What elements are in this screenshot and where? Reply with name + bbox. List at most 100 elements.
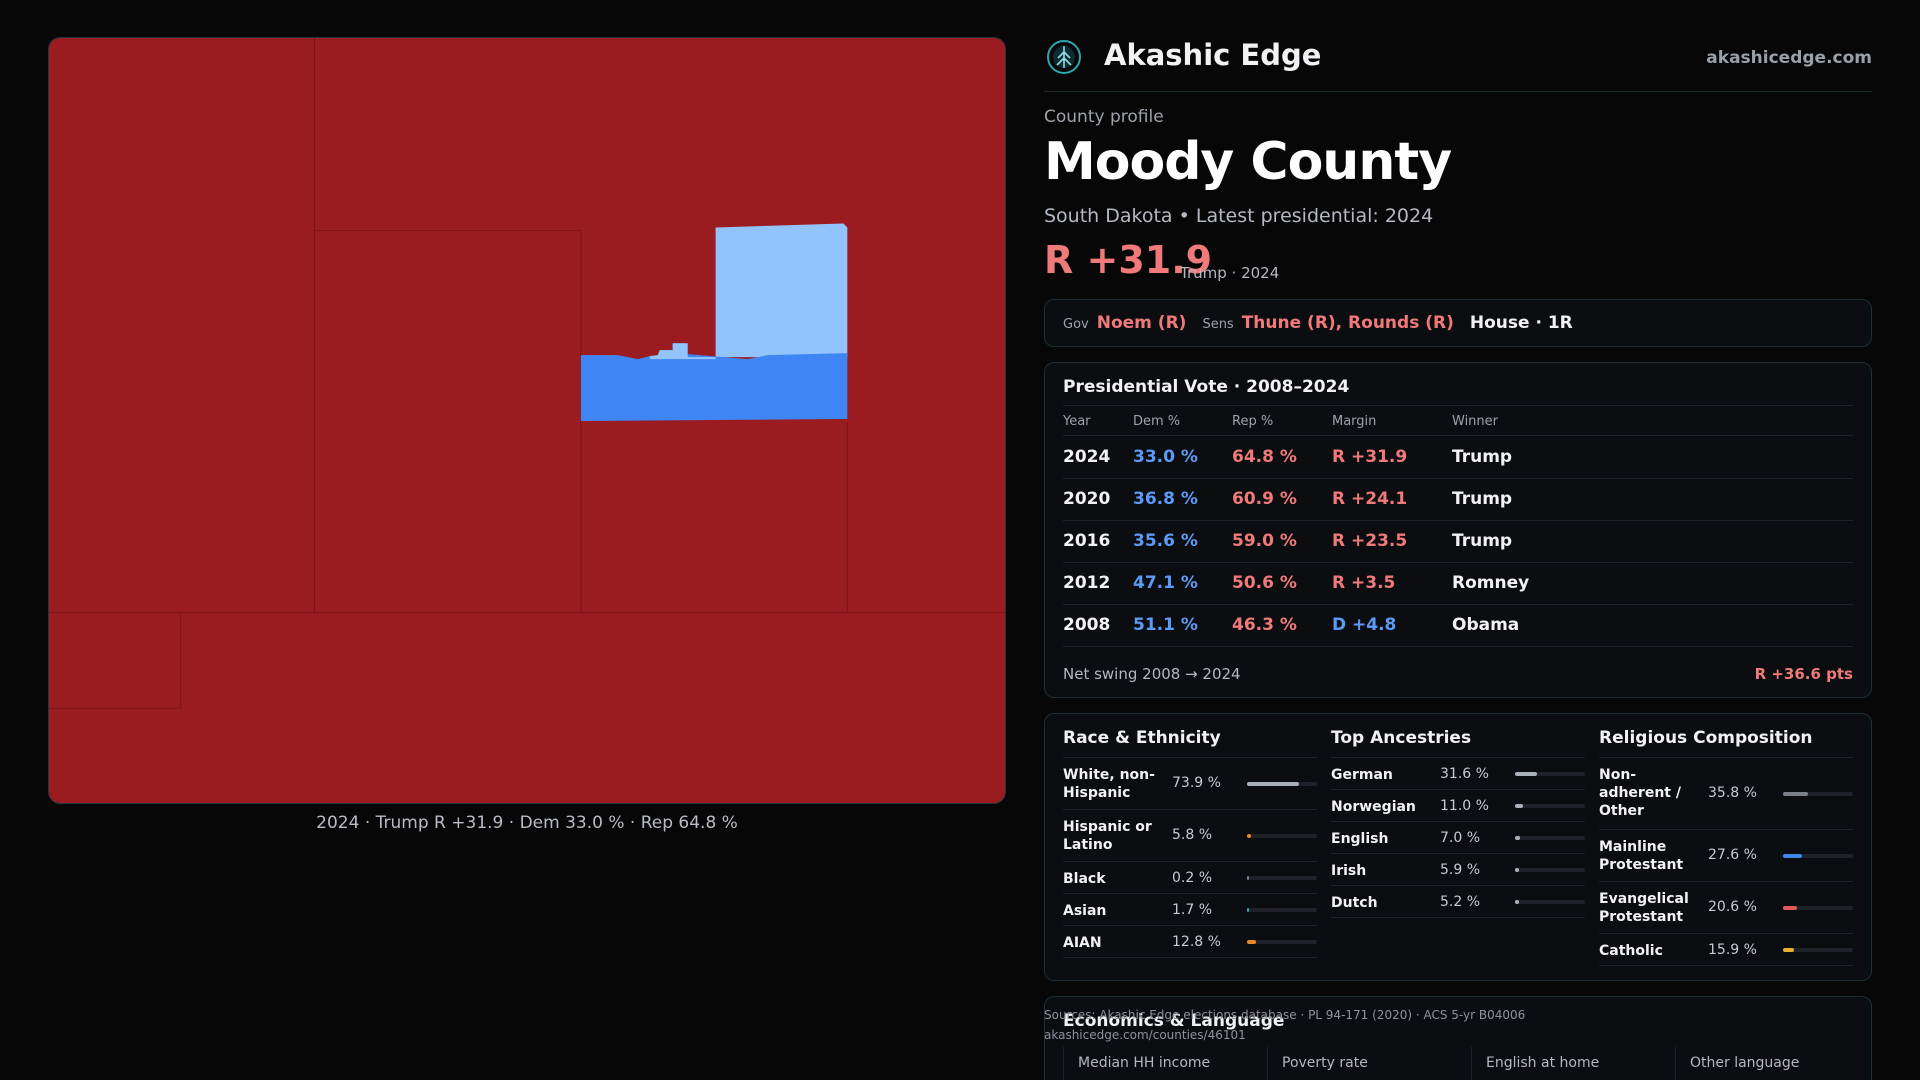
list-item: Non-adherent / Other 35.8 % xyxy=(1599,758,1853,830)
race-title: Race & Ethnicity xyxy=(1063,728,1317,758)
precinct-dem-light[interactable] xyxy=(715,223,848,358)
cell-rep-pct: 59.0 % xyxy=(1232,531,1297,551)
list-item: Mainline Protestant 27.6 % xyxy=(1599,830,1853,882)
county-map[interactable] xyxy=(48,37,1006,804)
sources-footnote: Sources: Akashic Edge elections database… xyxy=(1044,1005,1525,1045)
cell-winner: Romney xyxy=(1452,573,1530,593)
table-row: 2024 33.0 % 64.8 % R +31.9 Trump xyxy=(1063,437,1853,479)
demo-value: 5.9 % xyxy=(1440,862,1481,878)
demo-value: 73.9 % xyxy=(1172,775,1221,791)
religion-column: Religious Composition Non-adherent / Oth… xyxy=(1599,728,1853,966)
cell-winner: Trump xyxy=(1452,447,1513,467)
cell-year: 2008 xyxy=(1063,615,1111,635)
demographics-card: Race & Ethnicity White, non-Hispanic 73.9… xyxy=(1044,713,1872,981)
economics-card: Economics & Language Median HH income Po… xyxy=(1044,996,1872,1080)
demo-label: German xyxy=(1331,767,1393,783)
demo-bar-track xyxy=(1515,772,1585,776)
sources-line: Sources: Akashic Edge elections database… xyxy=(1044,1008,1526,1022)
cell-year: 2020 xyxy=(1063,489,1111,509)
demo-value: 0.2 % xyxy=(1172,870,1213,886)
cell-year: 2012 xyxy=(1063,573,1111,593)
county-map-svg[interactable] xyxy=(49,38,1005,803)
demo-bar-track xyxy=(1247,940,1317,944)
col-winner-header: Winner xyxy=(1452,414,1499,429)
cell-margin: R +24.1 xyxy=(1332,489,1408,509)
demo-bar-track xyxy=(1515,836,1585,840)
page-subtitle: South Dakota • Latest presidential: 2024 xyxy=(1044,205,1434,227)
list-item: Norwegian 11.0 % xyxy=(1331,790,1585,822)
list-item: Black 0.2 % xyxy=(1063,862,1317,894)
net-swing-label: Net swing 2008 → 2024 xyxy=(1063,665,1241,683)
brand-name[interactable]: Akashic Edge xyxy=(1104,38,1322,72)
demo-bar-fill xyxy=(1515,804,1523,808)
latest-margin: R +31.9 xyxy=(1044,238,1213,282)
precinct-dem-strong[interactable] xyxy=(580,343,848,421)
latest-margin-note: Trump · 2024 xyxy=(1180,264,1280,282)
list-item: Catholic 15.9 % xyxy=(1599,934,1853,966)
demo-value: 12.8 % xyxy=(1172,934,1221,950)
economics-title: Economics & Language xyxy=(1063,1011,1285,1031)
demo-bar-fill xyxy=(1247,940,1256,944)
demo-bar-fill xyxy=(1515,900,1519,904)
presidential-title: Presidential Vote · 2008–2024 xyxy=(1063,377,1350,397)
tree-globe-icon[interactable] xyxy=(1045,38,1083,76)
econ-english-home: English at home xyxy=(1471,1047,1671,1080)
demo-bar-fill xyxy=(1515,836,1520,840)
list-item: Hispanic or Latino 5.8 % xyxy=(1063,810,1317,862)
demo-bar-fill xyxy=(1247,876,1249,880)
demo-bar-fill xyxy=(1247,908,1249,912)
race-column: Race & Ethnicity White, non-Hispanic 73.9… xyxy=(1063,728,1317,958)
demo-bar-fill xyxy=(1247,834,1252,838)
table-row: 2016 35.6 % 59.0 % R +23.5 Trump xyxy=(1063,521,1853,563)
cell-winner: Trump xyxy=(1452,531,1513,551)
house-value: House · 1R xyxy=(1469,313,1573,333)
list-item: Dutch 5.2 % xyxy=(1331,886,1585,918)
sens-label: Sens xyxy=(1202,317,1234,332)
demo-value: 5.2 % xyxy=(1440,894,1481,910)
cell-dem-pct: 51.1 % xyxy=(1133,615,1198,635)
ancestry-title: Top Ancestries xyxy=(1331,728,1585,758)
demo-bar-track xyxy=(1247,908,1317,912)
demo-bar-fill xyxy=(1247,782,1299,786)
gov-label: Gov xyxy=(1063,317,1089,332)
cell-margin: R +3.5 xyxy=(1332,573,1396,593)
demo-value: 31.6 % xyxy=(1440,766,1489,782)
cell-margin: R +31.9 xyxy=(1332,447,1408,467)
demo-label: Non-adherent / Other xyxy=(1599,767,1681,819)
demo-bar-fill xyxy=(1783,792,1809,796)
cell-margin: R +23.5 xyxy=(1332,531,1408,551)
demo-value: 20.6 % xyxy=(1708,899,1757,915)
table-row: 2008 51.1 % 46.3 % D +4.8 Obama xyxy=(1063,605,1853,647)
demo-bar-track xyxy=(1783,948,1853,952)
demo-label: Mainline Protestant xyxy=(1599,839,1684,873)
list-item: Evangelical Protestant 20.6 % xyxy=(1599,882,1853,934)
demo-label: Hispanic or Latino xyxy=(1063,819,1152,853)
brand-url-link[interactable]: akashicedge.com xyxy=(1706,48,1872,68)
cell-margin: D +4.8 xyxy=(1332,615,1397,635)
cell-winner: Trump xyxy=(1452,489,1513,509)
demo-bar-fill xyxy=(1783,948,1795,952)
sources-url-link[interactable]: akashicedge.com/counties/46101 xyxy=(1044,1028,1246,1042)
list-item: AIAN 12.8 % xyxy=(1063,926,1317,958)
demo-bar-fill xyxy=(1783,854,1803,858)
econ-other-language: Other language xyxy=(1675,1047,1875,1080)
sens-value: Thune (R), Rounds (R) xyxy=(1241,313,1454,333)
cell-rep-pct: 46.3 % xyxy=(1232,615,1297,635)
demo-value: 7.0 % xyxy=(1440,830,1481,846)
col-margin-header: Margin xyxy=(1332,414,1377,429)
demo-bar-track xyxy=(1783,906,1853,910)
demo-label: Catholic xyxy=(1599,943,1663,959)
gov-value: Noem (R) xyxy=(1096,313,1187,333)
presidential-table-header: Year Dem % Rep % Margin Winner xyxy=(1063,405,1853,436)
map-rep-background xyxy=(49,38,1005,803)
cell-rep-pct: 64.8 % xyxy=(1232,447,1297,467)
demo-value: 27.6 % xyxy=(1708,847,1757,863)
map-caption: 2024 · Trump R +31.9 · Dem 33.0 % · Rep … xyxy=(316,813,738,833)
list-item: Irish 5.9 % xyxy=(1331,854,1585,886)
page-kicker: County profile xyxy=(1044,107,1164,127)
page-title: Moody County xyxy=(1044,132,1452,192)
precinct-borders xyxy=(49,38,1005,709)
cell-year: 2016 xyxy=(1063,531,1111,551)
demo-bar-track xyxy=(1515,868,1585,872)
col-year-header: Year xyxy=(1063,414,1091,429)
